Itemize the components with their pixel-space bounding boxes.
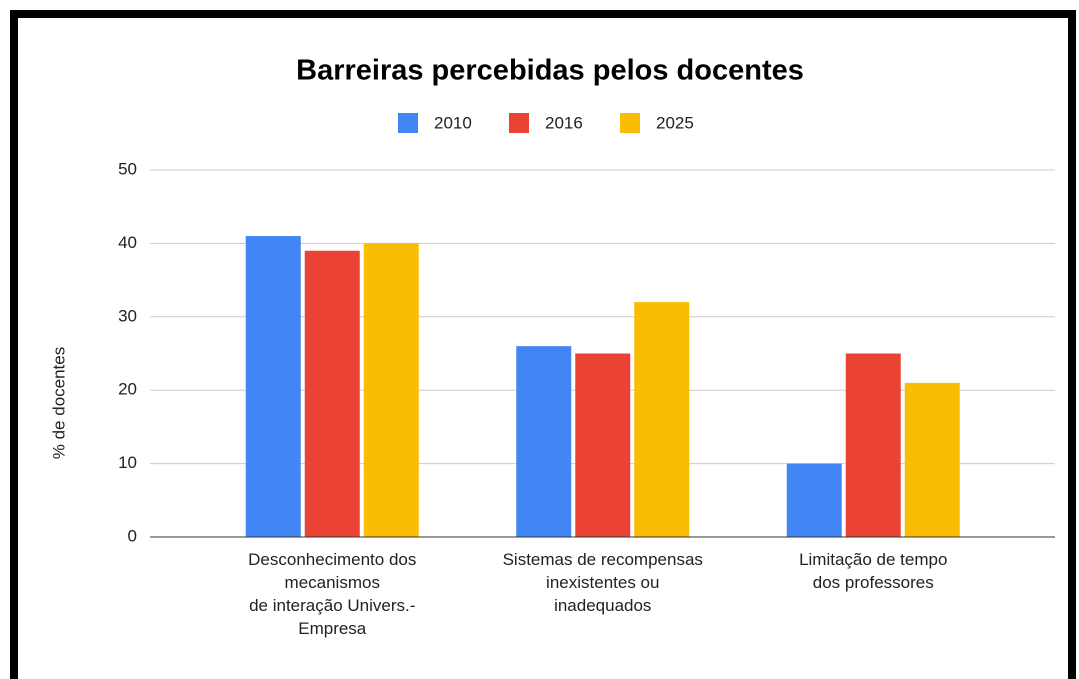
bar <box>904 382 960 537</box>
bar <box>245 236 301 537</box>
y-axis-label: % de docentes <box>49 347 68 459</box>
y-tick-label: 30 <box>118 306 137 325</box>
bar <box>845 353 901 537</box>
legend-swatch <box>398 113 418 133</box>
y-tick-label: 0 <box>128 526 137 545</box>
bar <box>575 353 631 537</box>
bar <box>516 346 572 537</box>
legend-label: 2010 <box>434 113 472 132</box>
frame-right <box>1068 10 1076 679</box>
x-tick-label: Limitação de tempo dos professores <box>799 550 947 592</box>
legend-swatch <box>620 113 640 133</box>
x-tick-label: Desconhecimento dos mecanismos de interaçã… <box>248 550 416 638</box>
legend-swatch <box>509 113 529 133</box>
frame-left <box>10 10 18 679</box>
x-tick-label: Sistemas de recompensas inexistentes ou in… <box>503 550 703 615</box>
y-tick-label: 20 <box>118 380 137 399</box>
y-tick-label: 10 <box>118 453 137 472</box>
legend-label: 2016 <box>545 113 583 132</box>
y-tick-label: 50 <box>118 159 137 178</box>
bar <box>786 463 842 537</box>
bar <box>304 250 360 538</box>
bar <box>363 243 419 537</box>
y-tick-label: 40 <box>118 233 137 252</box>
frame-top <box>10 10 1076 18</box>
chart-title: Barreiras percebidas pelos docentes <box>296 55 804 87</box>
legend-label: 2025 <box>656 113 694 132</box>
bar <box>634 302 690 537</box>
